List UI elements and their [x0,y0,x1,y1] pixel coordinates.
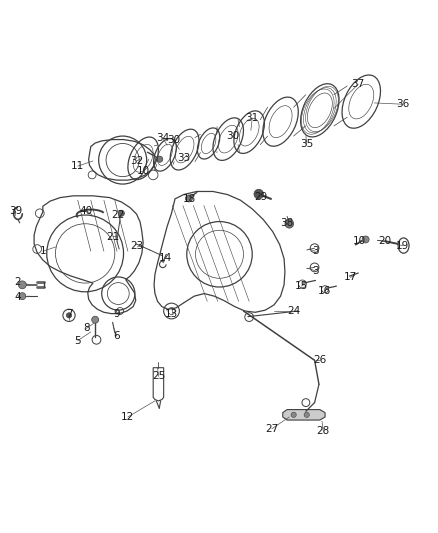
Text: 5: 5 [74,336,81,346]
Text: 30: 30 [226,131,239,141]
Text: 16: 16 [317,286,330,296]
Circle shape [185,195,192,202]
Text: 4: 4 [14,292,21,302]
Circle shape [284,220,293,228]
Text: 19: 19 [395,240,408,251]
Text: 8: 8 [83,324,89,334]
Circle shape [254,189,263,199]
Text: 34: 34 [156,133,169,143]
Text: 20: 20 [377,236,390,246]
Text: 23: 23 [130,240,143,251]
Text: 21: 21 [106,232,119,242]
Text: 10: 10 [352,236,365,246]
Text: 26: 26 [312,356,326,365]
Circle shape [304,412,309,417]
Text: 24: 24 [286,306,300,316]
Text: 11: 11 [71,161,84,171]
Polygon shape [282,409,324,420]
Circle shape [19,293,26,300]
Text: 3: 3 [311,246,318,256]
Text: 2: 2 [14,277,21,287]
Text: 28: 28 [316,426,329,437]
Text: 14: 14 [158,253,171,263]
Text: 17: 17 [343,272,356,282]
Circle shape [290,412,296,417]
Text: 18: 18 [182,194,195,204]
Text: 6: 6 [113,332,120,341]
Text: 10: 10 [136,166,149,175]
Circle shape [156,156,162,162]
Text: 38: 38 [280,218,293,228]
Text: 27: 27 [265,424,278,434]
Text: 22: 22 [111,210,125,220]
Text: 7: 7 [66,310,72,319]
Text: 40: 40 [80,206,93,216]
Circle shape [18,281,26,289]
Text: 15: 15 [294,281,307,291]
Circle shape [92,316,99,323]
Text: 39: 39 [9,206,22,216]
Text: 12: 12 [121,412,134,422]
Circle shape [66,313,71,318]
Text: 3: 3 [311,266,318,276]
Circle shape [361,236,368,243]
Text: 36: 36 [395,99,408,109]
Text: 37: 37 [351,79,364,89]
Text: 9: 9 [113,310,120,319]
Text: 1: 1 [39,246,46,256]
Text: 13: 13 [165,310,178,319]
Text: 32: 32 [130,156,143,166]
Text: 31: 31 [245,113,258,123]
Text: 33: 33 [177,154,190,163]
Text: 30: 30 [167,135,180,145]
Text: 25: 25 [152,372,165,382]
Text: 35: 35 [300,139,313,149]
Text: 29: 29 [254,192,267,201]
Circle shape [118,210,124,216]
